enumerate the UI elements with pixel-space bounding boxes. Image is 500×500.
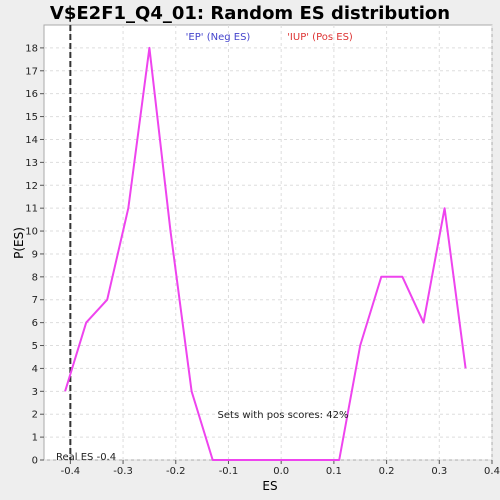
legend-item-pos-es: 'IUP' (Pos ES) — [287, 32, 353, 43]
y-tick-label: 1 — [32, 433, 38, 444]
y-tick-label: 0 — [32, 456, 38, 467]
y-tick-label: 7 — [32, 295, 38, 306]
axes: -0.4 -0.3 -0.2 -0.1 0.0 0.1 0.2 0.3 0.4012345678… — [25, 43, 500, 477]
x-tick-label: -0.1 — [219, 466, 239, 477]
y-tick-label: 17 — [25, 66, 38, 77]
y-tick-label: 12 — [25, 181, 38, 192]
x-axis-label: ES — [262, 479, 277, 493]
real-es-label: Real ES -0.4 — [56, 452, 116, 463]
legend-item-neg-es: 'EP' (Neg ES) — [186, 32, 251, 43]
x-tick-label: 0.4 — [484, 466, 500, 477]
y-axis-label: P(ES) — [12, 227, 26, 259]
chart-title: V$E2F1_Q4_01: Random ES distribution — [50, 3, 450, 24]
plot-area — [43, 24, 493, 461]
x-tick-label: 0.1 — [326, 466, 342, 477]
y-tick-label: 16 — [25, 89, 38, 100]
series-layer — [64, 46, 467, 461]
es-distribution-line — [64, 46, 467, 461]
x-tick-label: 0.2 — [379, 466, 395, 477]
y-tick-label: 9 — [32, 249, 38, 260]
x-tick-label: -0.2 — [166, 466, 186, 477]
x-tick-label: 0.0 — [273, 466, 289, 477]
x-tick-label: 0.3 — [431, 466, 447, 477]
y-tick-label: 15 — [25, 112, 38, 123]
y-tick-label: 18 — [25, 43, 38, 54]
y-tick-label: 11 — [25, 204, 38, 215]
x-tick-label: -0.4 — [61, 466, 81, 477]
y-tick-label: 5 — [32, 341, 38, 352]
y-tick-label: 2 — [32, 410, 38, 421]
y-tick-label: 14 — [25, 135, 38, 146]
pos-scores-annotation: Sets with pos scores: 42% — [218, 410, 349, 421]
y-tick-label: 13 — [25, 158, 38, 169]
grid-lines — [44, 25, 493, 461]
y-tick-label: 4 — [32, 364, 38, 375]
x-tick-label: -0.3 — [113, 466, 133, 477]
y-tick-label: 8 — [32, 272, 38, 283]
y-tick-label: 3 — [32, 387, 38, 398]
y-tick-label: 10 — [25, 227, 38, 238]
y-tick-label: 6 — [32, 318, 38, 329]
